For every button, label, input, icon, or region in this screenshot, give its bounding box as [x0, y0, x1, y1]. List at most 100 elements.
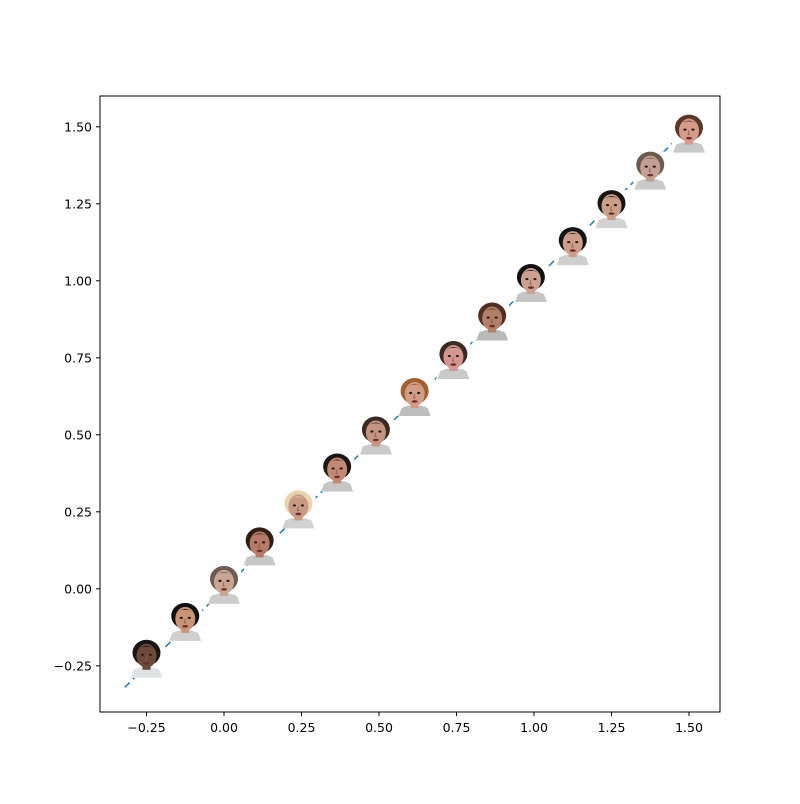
face-mouth	[527, 286, 534, 289]
face-marker	[475, 302, 510, 341]
y-tick-label: 1.00	[64, 273, 92, 288]
x-tick-label: 0.75	[443, 720, 471, 735]
face-left-eye	[179, 616, 183, 619]
face-right-eye	[300, 504, 304, 507]
face-right-eye	[613, 204, 618, 207]
face-marker	[672, 114, 706, 153]
face-fringe	[327, 459, 348, 465]
face-mouth	[489, 324, 496, 328]
face-left-eye	[486, 316, 490, 319]
face-mouth	[647, 173, 654, 177]
face-fringe	[562, 233, 583, 239]
face-nose	[571, 242, 574, 248]
face-marker	[633, 151, 668, 190]
face-right-eye	[494, 316, 498, 319]
face-fringe	[443, 347, 464, 353]
face-left-eye	[140, 653, 145, 656]
face-marker	[320, 453, 355, 492]
face-marker	[281, 490, 316, 529]
face-fringe	[288, 496, 309, 502]
face-shirt	[359, 443, 392, 455]
face-shirt	[673, 141, 705, 153]
face-right-eye	[652, 165, 656, 168]
face-right-eye	[378, 430, 382, 433]
x-tick-label: 0.25	[288, 720, 316, 735]
face-nose	[648, 167, 652, 173]
face-shirt	[595, 217, 628, 229]
face-nose	[451, 356, 455, 362]
face-mouth	[143, 662, 150, 665]
face-left-eye	[683, 128, 687, 131]
face-nose	[222, 581, 225, 587]
face-nose	[144, 655, 148, 661]
x-tick-label: 0.50	[365, 720, 393, 735]
face-shirt	[398, 405, 431, 416]
face-shirt	[476, 329, 509, 341]
face-fringe	[601, 196, 622, 202]
face-nose	[335, 469, 339, 474]
face-right-eye	[339, 467, 343, 470]
y-tick-label: 0.25	[64, 504, 92, 519]
y-tick-label: 1.50	[64, 119, 92, 134]
face-marker	[397, 378, 432, 416]
face-mouth	[295, 512, 302, 516]
face-shirt	[437, 368, 470, 380]
face-right-eye	[148, 653, 153, 656]
x-tick-label: 1.00	[520, 720, 548, 735]
y-tick-label: −0.25	[54, 658, 92, 673]
face-fringe	[175, 608, 196, 614]
y-tick-label: 0.75	[64, 350, 92, 365]
x-tick-label: −0.25	[127, 720, 165, 735]
face-nose	[490, 318, 494, 323]
face-mouth	[334, 475, 341, 479]
face-fringe	[136, 645, 157, 651]
face-nose	[609, 206, 613, 211]
face-left-eye	[254, 541, 258, 544]
face-shirt	[556, 254, 589, 266]
face-fringe	[214, 571, 234, 577]
face-marker	[436, 341, 471, 380]
face-nose	[296, 506, 300, 511]
face-mouth	[411, 400, 418, 403]
face-left-eye	[567, 240, 571, 244]
face-shirt	[282, 517, 315, 529]
face-fringe	[249, 533, 270, 539]
face-marker	[168, 602, 203, 641]
face-fringe	[640, 157, 661, 163]
face-marker	[555, 227, 590, 266]
face-fringe	[365, 422, 386, 428]
face-shirt	[243, 554, 276, 566]
face-left-eye	[644, 165, 648, 168]
face-shirt	[169, 629, 202, 641]
face-nose	[529, 279, 532, 285]
face-mouth	[608, 212, 615, 215]
face-nose	[687, 130, 690, 136]
x-tick-label: 1.25	[598, 720, 626, 735]
face-fringe	[679, 120, 699, 126]
face-left-eye	[525, 277, 529, 281]
face-mouth	[182, 625, 189, 628]
face-left-eye	[447, 354, 451, 358]
face-right-eye	[533, 277, 537, 281]
face-mouth	[686, 136, 692, 140]
face-nose	[258, 543, 261, 548]
face-mouth	[372, 438, 379, 442]
face-right-eye	[417, 391, 421, 395]
face-left-eye	[331, 467, 335, 470]
face-left-eye	[409, 391, 413, 395]
x-tick-label: 1.50	[675, 720, 703, 735]
face-right-eye	[262, 541, 266, 544]
face-marker	[242, 527, 277, 566]
face-marker	[207, 565, 241, 604]
face-marker	[594, 190, 629, 229]
face-shirt	[634, 178, 667, 190]
face-right-eye	[575, 240, 579, 244]
face-shirt	[514, 291, 547, 303]
face-shirt	[130, 666, 163, 678]
face-left-eye	[605, 204, 610, 207]
face-mouth	[450, 363, 457, 366]
face-right-eye	[187, 616, 191, 619]
face-left-eye	[292, 504, 296, 507]
